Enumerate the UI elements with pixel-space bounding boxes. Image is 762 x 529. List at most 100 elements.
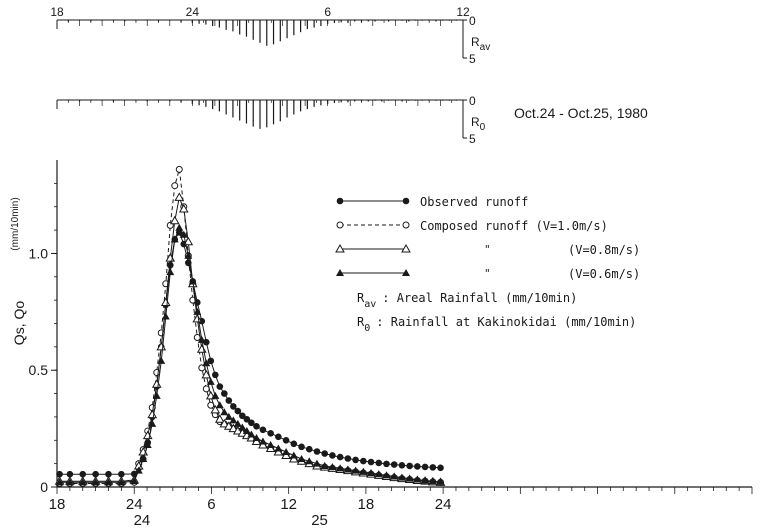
legend-marker (336, 269, 344, 276)
series-point (351, 466, 360, 474)
series-point (343, 465, 352, 473)
series-point (220, 408, 229, 416)
series-point (157, 356, 166, 364)
date-label: 25 (311, 512, 328, 529)
series-point (166, 268, 175, 276)
1-axis-label-symbol: R (471, 115, 480, 129)
series-point (66, 470, 74, 478)
series-point (383, 460, 390, 468)
series-point (273, 446, 284, 456)
series-point (183, 236, 194, 246)
legend-note-symbol: R (357, 291, 365, 305)
series-point (344, 455, 352, 462)
series-point (215, 401, 224, 409)
series-point (329, 452, 336, 459)
series-point (170, 235, 179, 243)
series-point (230, 403, 237, 410)
series-line (59, 226, 441, 483)
series-point (219, 418, 230, 428)
series-point (78, 478, 87, 486)
series-point (336, 464, 345, 472)
series-point (223, 421, 234, 430)
series-point (359, 467, 368, 475)
series-point (298, 443, 305, 451)
series-point (421, 476, 430, 484)
series-point (239, 412, 246, 420)
x-tick-label: 18 (358, 496, 375, 513)
series-point (252, 433, 261, 441)
series-point (192, 313, 203, 323)
0-x-tick-label: 18 (50, 5, 64, 19)
legend-text: Observed runoff (420, 195, 528, 209)
x-tick-label: 24 (126, 496, 143, 513)
series-point (117, 478, 126, 486)
series-point (233, 419, 242, 427)
series-point (212, 371, 219, 379)
legend-note: R0: Rainfall at Kakinokidai (mm/10min) (357, 315, 636, 334)
series-point (147, 409, 158, 419)
series-point (397, 473, 406, 481)
series-point (253, 422, 260, 430)
series-point (202, 338, 210, 346)
legend-note-symbol: R (357, 315, 365, 329)
series-point (258, 437, 267, 445)
series-point (336, 453, 344, 461)
series-point (406, 462, 413, 470)
areal-rainfall-panel: 0 5 18 24 6 12 Rav (50, 5, 490, 66)
series-point (184, 251, 193, 259)
legend-text: Composed runoff (V=1.0m/s) (420, 219, 608, 233)
legend-note: Rav: Areal Rainfall (mm/10min) (357, 291, 577, 310)
series-point (202, 359, 211, 367)
series-point (243, 415, 251, 423)
series-point (374, 470, 383, 478)
series-point (92, 470, 99, 478)
1-y-tick-label: 0 (469, 94, 476, 108)
series-point (313, 448, 321, 455)
series-point (238, 423, 247, 431)
series-point (382, 471, 391, 479)
series-point (413, 475, 422, 483)
series-point (174, 192, 185, 201)
series-point (328, 463, 337, 471)
series-point (274, 444, 283, 452)
legend-ditto: " (484, 243, 491, 256)
series-point (175, 165, 183, 173)
series-point (56, 470, 63, 478)
x-tick-label: 24 (435, 496, 452, 513)
series-point (151, 379, 162, 388)
series-point (360, 457, 367, 465)
1-axis-label-sub: 0 (480, 122, 486, 133)
series-point (210, 404, 221, 414)
series-point (188, 277, 197, 285)
x-tick-label: 12 (280, 496, 297, 513)
0-y-tick-label: 0 (469, 14, 476, 28)
series-point (390, 472, 399, 480)
legend-marker (335, 243, 345, 253)
series-point (265, 443, 276, 452)
y-tick-label: 1.0 (29, 245, 49, 261)
legend-ditto: " (484, 267, 491, 280)
series-point (160, 297, 171, 306)
series-point (258, 439, 268, 449)
series-point (216, 383, 224, 390)
series-point (234, 407, 242, 415)
legend-marker (402, 269, 410, 276)
series-point (305, 457, 314, 465)
legend-note-text: : Areal Rainfall (mm/10min) (382, 291, 577, 305)
series-point (229, 416, 238, 424)
legend-text: (V=0.8m/s) (568, 243, 640, 257)
series-point (152, 391, 161, 399)
series-point (248, 419, 255, 427)
series-point (288, 453, 299, 463)
series-point (421, 463, 429, 471)
date-label: 24 (134, 512, 151, 529)
0-axis-label: Rav (471, 35, 490, 53)
series-point (179, 230, 188, 238)
series-point (437, 464, 444, 472)
series-point (148, 419, 157, 427)
1-axis-label: R0 (471, 115, 486, 133)
series-point (91, 478, 100, 486)
series-point (169, 215, 180, 225)
